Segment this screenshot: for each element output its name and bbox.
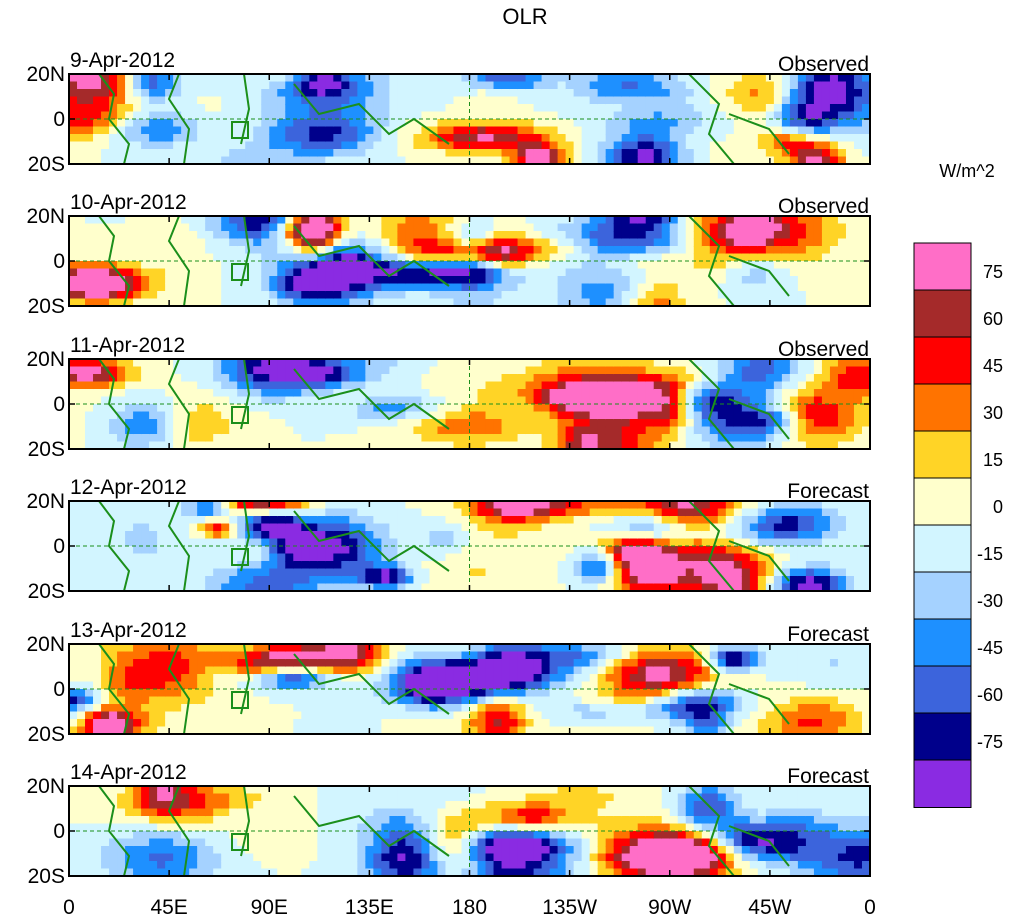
colorbar-level-label: -75 <box>977 732 1003 752</box>
y-tick-label: 0 <box>53 820 65 843</box>
colorbar-swatch <box>913 336 972 385</box>
colorbar-level-label: 75 <box>983 262 1003 282</box>
panel: 20N 0 20S 9-Apr-2012 Observed <box>26 49 871 176</box>
panel-date-label: 14-Apr-2012 <box>70 761 187 784</box>
colorbar-level-label: 30 <box>983 403 1003 423</box>
colorbar-level-label: 0 <box>993 497 1003 517</box>
panel-date-label: 13-Apr-2012 <box>70 619 187 642</box>
y-tick-label: 20N <box>26 63 65 86</box>
colorbar: W/m^2 75 60 45 30 15 0 -15 -30 -45 -60 -75 <box>913 161 1003 808</box>
colorbar-level-label: -30 <box>977 591 1003 611</box>
panel-date-label: 10-Apr-2012 <box>70 191 187 214</box>
panel-kind-label: Observed <box>778 53 869 76</box>
x-tick-label: 0 <box>864 896 876 919</box>
olr-anomaly-field <box>69 359 870 449</box>
colorbar-level-label: 45 <box>983 356 1003 376</box>
x-axis: 0 45E 90E 135E 180 135W 90W 45W 0 <box>63 896 876 919</box>
y-tick-label: 20N <box>26 205 65 228</box>
olr-anomaly-field <box>69 74 870 164</box>
panel-date-label: 11-Apr-2012 <box>70 334 185 357</box>
panel-kind-label: Forecast <box>787 623 869 646</box>
x-tick-label: 90W <box>648 896 691 919</box>
chart-title: OLR <box>502 4 547 29</box>
colorbar-swatch <box>913 618 972 667</box>
panel-date-label: 9-Apr-2012 <box>70 49 175 72</box>
x-tick-label: 45W <box>748 896 791 919</box>
y-tick-label: 20N <box>26 633 65 656</box>
colorbar-swatch <box>913 712 972 761</box>
colorbar-swatch <box>913 242 972 291</box>
colorbar-swatch <box>913 571 972 620</box>
x-tick-label: 180 <box>452 896 487 919</box>
y-tick-label: 20S <box>28 865 65 888</box>
panel-kind-label: Forecast <box>787 480 869 503</box>
y-tick-label: 0 <box>53 678 65 701</box>
y-tick-label: 0 <box>53 108 65 131</box>
y-tick-label: 20S <box>28 295 65 318</box>
y-tick-label: 20N <box>26 348 65 371</box>
colorbar-swatch <box>913 477 972 526</box>
x-tick-label: 0 <box>63 896 75 919</box>
colorbar-swatch <box>913 665 972 714</box>
y-tick-label: 20N <box>26 775 65 798</box>
panel: 20N 0 20S 12-Apr-2012 Forecast <box>26 476 871 603</box>
panel: 20N 0 20S 13-Apr-2012 Forecast <box>26 619 871 746</box>
colorbar-level-label: -60 <box>977 685 1003 705</box>
y-tick-label: 0 <box>53 393 65 416</box>
panel: 20N 0 20S 11-Apr-2012 Observed <box>26 334 871 461</box>
y-tick-label: 0 <box>53 535 65 558</box>
panel: 20N 0 20S 10-Apr-2012 Observed <box>26 191 871 318</box>
colorbar-swatch <box>913 524 972 573</box>
x-tick-label: 135E <box>345 896 394 919</box>
y-tick-label: 20S <box>28 580 65 603</box>
colorbar-level-label: -45 <box>977 638 1003 658</box>
x-tick-label: 90E <box>251 896 288 919</box>
olr-anomaly-field <box>69 216 870 306</box>
panel-kind-label: Observed <box>778 195 869 218</box>
colorbar-swatch <box>913 759 972 808</box>
x-tick-label: 45E <box>150 896 187 919</box>
y-tick-label: 0 <box>53 250 65 273</box>
colorbar-swatch <box>913 289 972 338</box>
panel-kind-label: Observed <box>778 338 869 361</box>
y-tick-label: 20S <box>28 153 65 176</box>
olr-anomaly-field <box>69 786 870 876</box>
panel-kind-label: Forecast <box>787 765 869 788</box>
y-tick-label: 20S <box>28 438 65 461</box>
colorbar-level-label: 15 <box>983 450 1003 470</box>
colorbar-units-label: W/m^2 <box>939 161 994 181</box>
y-tick-label: 20S <box>28 723 65 746</box>
olr-anomaly-field <box>69 644 870 734</box>
y-tick-label: 20N <box>26 490 65 513</box>
x-tick-label: 135W <box>542 896 597 919</box>
colorbar-level-label: 60 <box>983 309 1003 329</box>
colorbar-swatch <box>913 430 972 479</box>
colorbar-swatch <box>913 383 972 432</box>
colorbar-level-label: -15 <box>977 544 1003 564</box>
panel: 20N 0 20S 14-Apr-2012 Forecast <box>26 761 871 888</box>
panel-date-label: 12-Apr-2012 <box>70 476 187 499</box>
